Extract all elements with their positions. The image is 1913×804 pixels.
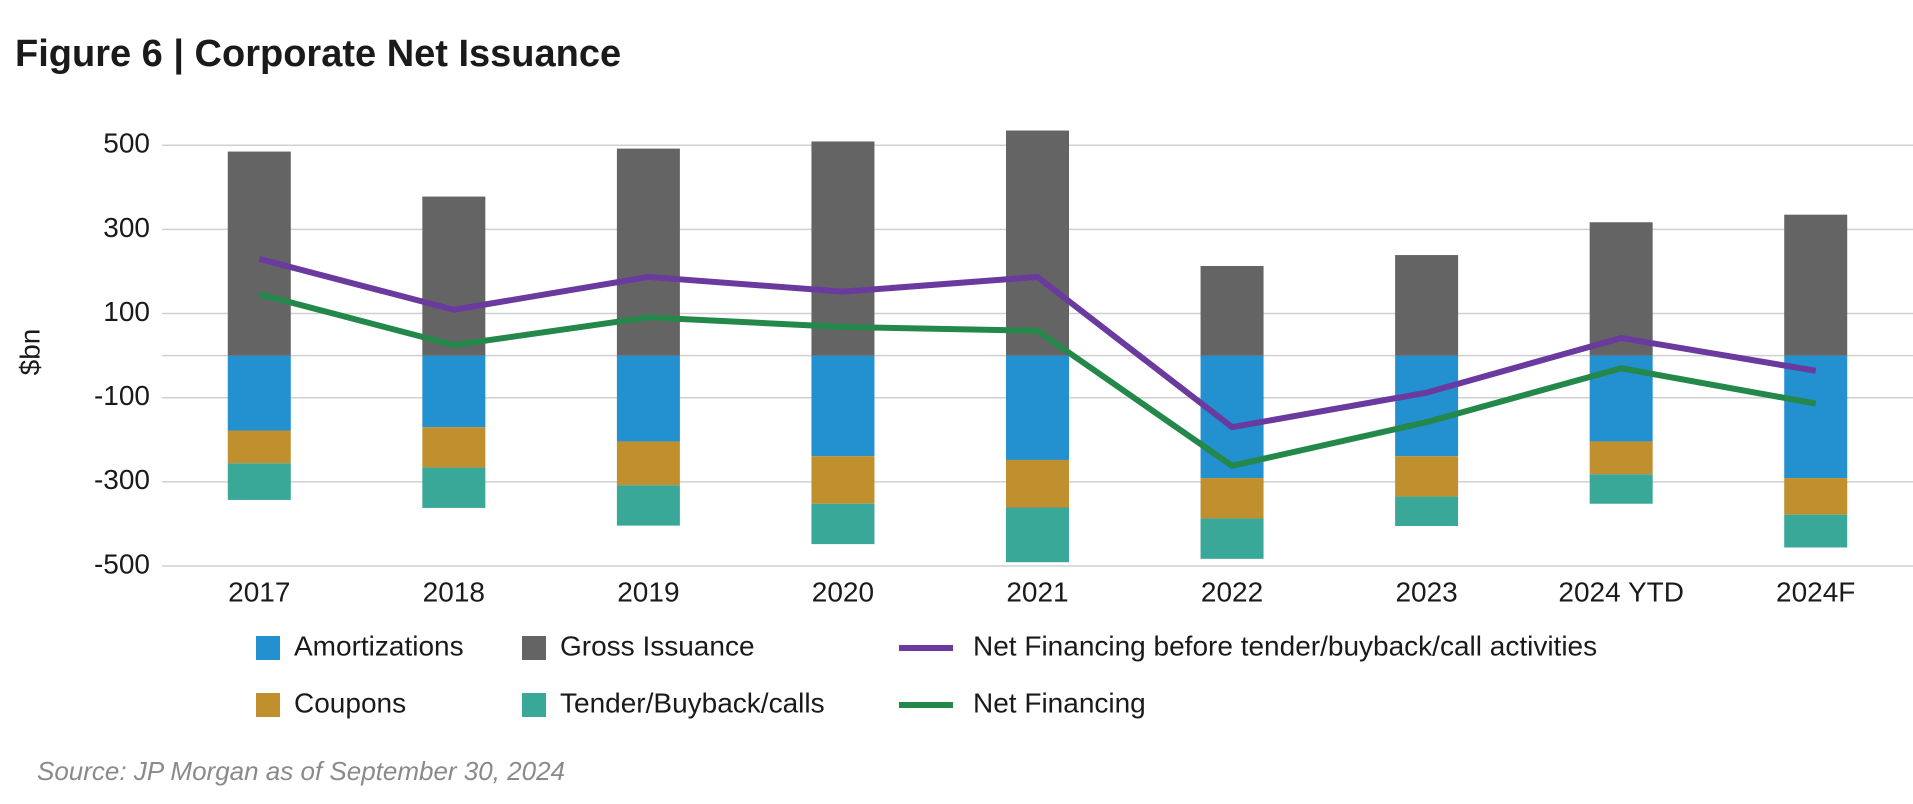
line	[258, 255, 1817, 431]
bar	[1200, 518, 1264, 559]
bar	[422, 427, 486, 468]
bar	[616, 355, 680, 442]
bar	[1006, 355, 1069, 460]
bar	[1589, 474, 1653, 504]
line	[258, 291, 1817, 469]
x-tick-label: 2020	[812, 576, 874, 607]
legend-label: Net Financing	[973, 687, 1146, 718]
chart-title: Figure 6 | Corporate Net Issuance	[15, 33, 621, 75]
bar	[811, 141, 875, 356]
bar	[616, 485, 680, 526]
bar	[1395, 496, 1459, 527]
y-tick-label: -300	[94, 464, 150, 495]
bar	[616, 148, 680, 356]
legend-swatch	[256, 636, 280, 660]
legend-swatch	[522, 636, 546, 660]
x-tick-label: 2023	[1395, 576, 1457, 607]
y-tick-label: 300	[103, 212, 150, 243]
legend-label: Tender/Buyback/calls	[560, 687, 825, 718]
legend-label: Gross Issuance	[560, 630, 755, 661]
bar	[1395, 456, 1459, 497]
bar	[422, 196, 486, 356]
x-tick-label: 2018	[423, 576, 485, 607]
bar	[1200, 355, 1264, 479]
legend-swatch	[256, 693, 280, 717]
x-tick-label: 2024 YTD	[1558, 576, 1684, 607]
bar	[616, 441, 680, 486]
bar	[811, 456, 875, 504]
legend-label: Net Financing before tender/buyback/call…	[973, 630, 1597, 661]
bar	[1006, 507, 1069, 563]
bar	[1784, 214, 1848, 356]
bar	[227, 151, 291, 356]
x-tick-label: 2022	[1201, 576, 1263, 607]
bar	[1200, 478, 1264, 519]
bar	[811, 355, 875, 457]
bar	[1006, 459, 1069, 508]
bar	[227, 430, 291, 464]
bar	[1589, 441, 1653, 475]
legend-label: Amortizations	[294, 630, 464, 661]
bar	[1784, 478, 1848, 515]
y-tick-label: 500	[103, 128, 150, 159]
bar	[1006, 130, 1069, 356]
y-tick-label: -500	[94, 548, 150, 579]
y-tick-label: -100	[94, 380, 150, 411]
x-tick-label: 2017	[228, 576, 290, 607]
bar	[1395, 355, 1459, 457]
legend-label: Coupons	[294, 687, 406, 718]
bar	[1784, 514, 1848, 548]
bar	[1589, 222, 1653, 356]
bar	[422, 467, 486, 508]
y-tick-label: 100	[103, 296, 150, 327]
legend-swatch	[522, 693, 546, 717]
bar	[227, 463, 291, 500]
bar	[1395, 255, 1459, 356]
x-tick-label: 2021	[1006, 576, 1068, 607]
bar	[227, 355, 291, 431]
bar	[811, 503, 875, 545]
bar	[422, 355, 486, 428]
bar	[1200, 266, 1264, 356]
source: Source: JP Morgan as of September 30, 20…	[37, 756, 565, 786]
y-axis-label: $bn	[14, 329, 45, 376]
x-tick-label: 2024F	[1776, 576, 1855, 607]
x-tick-label: 2019	[617, 576, 679, 607]
bar	[1784, 355, 1848, 479]
